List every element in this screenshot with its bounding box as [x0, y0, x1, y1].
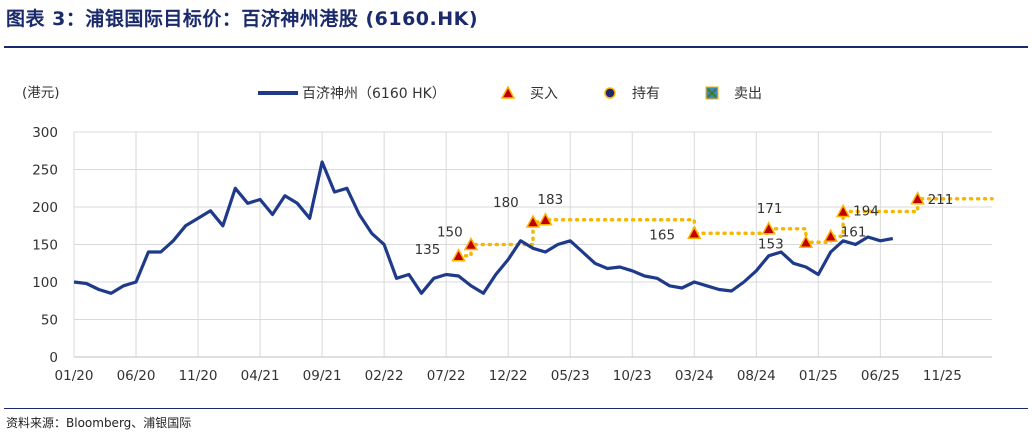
buy-marker [910, 191, 925, 205]
y-axis: 0 50 100 150 200 250 300 [32, 125, 58, 366]
x-tick-label: 12/22 [489, 368, 528, 384]
x-axis: 01/20 06/20 11/20 04/21 09/21 02/22 07/22 12/22… [55, 356, 992, 384]
y-tick-label: 50 [41, 313, 58, 329]
buy-marker [463, 236, 479, 251]
source-note: 资料来源：Bloomberg、浦银国际 [6, 416, 192, 430]
legend-label: 百济神州（6160 HK） [302, 86, 446, 102]
target-value-label: 150 [437, 225, 463, 241]
y-tick-label: 300 [32, 125, 58, 141]
footer-divider [4, 408, 1028, 409]
buy-marker [798, 234, 814, 248]
target-value-label: 153 [758, 236, 784, 252]
x-tick-label: 10/23 [613, 368, 652, 384]
legend-triangle-icon [500, 85, 516, 99]
legend-label: 持有 [632, 86, 660, 102]
x-tick-label: 08/24 [737, 368, 776, 384]
target-value-label: 211 [928, 192, 954, 208]
y-tick-label: 0 [49, 350, 58, 366]
buy-marker [823, 228, 838, 242]
buy-marker [451, 248, 466, 262]
target-value-label: 165 [649, 227, 675, 243]
target-value-label: 135 [415, 242, 441, 258]
x-tick-label: 03/24 [675, 368, 714, 384]
buy-marker [538, 212, 553, 226]
x-tick-label: 11/25 [923, 368, 962, 384]
target-value-label: 194 [853, 204, 879, 220]
x-tick-label: 01/25 [799, 368, 838, 384]
x-tick-label: 11/20 [179, 368, 218, 384]
buy-markers [451, 191, 925, 262]
y-axis-label: (港元) [22, 85, 60, 101]
y-tick-label: 100 [32, 275, 58, 291]
x-tick-label: 09/21 [303, 368, 342, 384]
grid [73, 131, 992, 358]
y-tick-label: 200 [32, 200, 58, 216]
title-divider [4, 46, 1028, 48]
target-value-label: 180 [493, 195, 519, 211]
x-tick-label: 06/20 [117, 368, 156, 384]
y-tick-label: 250 [32, 163, 58, 179]
y-tick-label: 150 [32, 238, 58, 254]
x-tick-label: 02/22 [365, 368, 404, 384]
target-value-label: 161 [841, 224, 867, 240]
x-tick-label: 07/22 [427, 368, 466, 384]
buy-marker [525, 214, 541, 228]
x-tick-label: 01/20 [55, 368, 94, 384]
legend-x-mark [707, 88, 717, 98]
chart-title: 图表 3：浦银国际目标价：百济神州港股 (6160.HK) [6, 8, 479, 30]
legend-circle-icon [604, 87, 616, 99]
target-value-label: 183 [537, 192, 563, 208]
legend: 百济神州（6160 HK） 买入 持有 卖出 [258, 85, 762, 102]
price-line [73, 160, 894, 295]
x-tick-label: 04/21 [241, 368, 280, 384]
x-tick-label: 05/23 [551, 368, 590, 384]
buy-marker [761, 221, 776, 235]
price-series [73, 160, 894, 295]
buy-marker [835, 203, 851, 218]
legend-label: 卖出 [734, 86, 762, 102]
target-value-label: 171 [757, 201, 783, 217]
legend-label: 买入 [530, 86, 558, 102]
buy-marker [687, 225, 702, 239]
x-tick-label: 06/25 [861, 368, 900, 384]
